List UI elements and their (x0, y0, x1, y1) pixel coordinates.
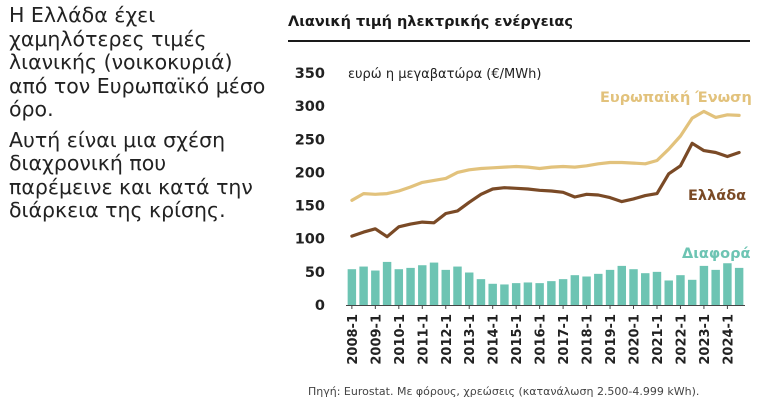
x-tick-label: 2009-1 (369, 314, 384, 365)
x-tick-label: 2018-1 (581, 314, 596, 365)
y-axis-label: ευρώ η μεγαβατώρα (€/MWh) (348, 67, 541, 82)
diff-bar (594, 273, 603, 305)
y-tick-label: 300 (295, 99, 325, 115)
commentary-text: Η Ελλάδα έχει χαμηλότερες τιμές λιανικής… (9, 3, 271, 230)
legend-label-greece: Ελλάδα (688, 188, 746, 204)
x-tick-label: 2017-1 (557, 314, 572, 365)
y-tick-label: 100 (295, 232, 325, 248)
x-tick-label: 2012-1 (440, 314, 455, 365)
diff-bar (382, 261, 392, 305)
diff-bar (347, 269, 357, 305)
diff-bar (394, 269, 404, 305)
diff-bar (723, 263, 732, 305)
x-tick-label: 2019-1 (604, 314, 619, 365)
diff-bar (687, 279, 697, 305)
diff-bar (476, 279, 486, 305)
diff-bar (734, 267, 744, 305)
x-tick-label: 2013-1 (463, 314, 478, 365)
x-tick-label: 2024-1 (721, 314, 736, 365)
diff-bar (441, 269, 450, 305)
title-rule (288, 40, 750, 42)
diff-bar (464, 272, 474, 305)
x-tick-label: 2010-1 (393, 314, 408, 365)
diff-bar (558, 279, 568, 305)
diff-bar (359, 266, 368, 305)
commentary-paragraph-1: Η Ελλάδα έχει χαμηλότερες τιμές λιανικής… (9, 3, 266, 121)
y-tick-label: 200 (295, 165, 325, 181)
y-tick-label: 150 (295, 199, 325, 215)
diff-bar (418, 265, 427, 305)
commentary-paragraph-2: Αυτή είναι μια σχέση διαχρονική που παρέ… (9, 127, 253, 222)
diff-bar (547, 281, 556, 305)
diff-bar (652, 271, 662, 305)
diff-bar (371, 270, 380, 305)
diff-bar (406, 267, 415, 305)
y-tick-label: 0 (315, 298, 325, 314)
x-tick-label: 2016-1 (534, 314, 549, 365)
diff-bar (488, 283, 497, 305)
diff-bar (511, 283, 521, 305)
y-tick-label: 50 (305, 265, 325, 281)
diff-bar (570, 275, 580, 305)
diff-bar (429, 262, 439, 305)
diff-bar (676, 275, 685, 305)
x-tick-label: 2011-1 (416, 314, 431, 365)
x-tick-label: 2020-1 (628, 314, 643, 365)
diff-bar (641, 273, 650, 305)
source-note: Πηγή: Eurostat. Με φόρους, χρεώσεις (κατ… (308, 385, 700, 398)
greece-price-line (350, 141, 741, 239)
diff-bar (664, 280, 673, 305)
diff-bar (523, 282, 533, 305)
x-tick-label: 2022-1 (674, 314, 689, 365)
x-tick-label: 2023-1 (698, 314, 713, 365)
eu-price-line (350, 109, 741, 202)
x-tick-label: 2014-1 (487, 314, 502, 365)
y-tick-label: 250 (295, 132, 325, 148)
diff-bar (453, 266, 462, 305)
legend-label-diff: Διαφορά (682, 246, 751, 262)
diff-bar (535, 283, 544, 305)
x-tick-label: 2021-1 (651, 314, 666, 365)
diff-bar (500, 284, 509, 305)
x-tick-label: 2008-1 (346, 314, 361, 365)
chart-title: Λιανική τιμή ηλεκτρικής ενέργειας (288, 14, 573, 30)
y-tick-label: 350 (295, 66, 325, 82)
diff-bar (711, 269, 720, 305)
x-tick-label: 2015-1 (510, 314, 525, 365)
diff-bar (699, 265, 709, 305)
legend-label-eu: Ευρωπαϊκή Ένωση (600, 90, 752, 106)
diff-bar (582, 276, 591, 305)
diff-bar (617, 265, 627, 305)
diff-bar (629, 269, 638, 305)
diff-bar (605, 269, 615, 305)
